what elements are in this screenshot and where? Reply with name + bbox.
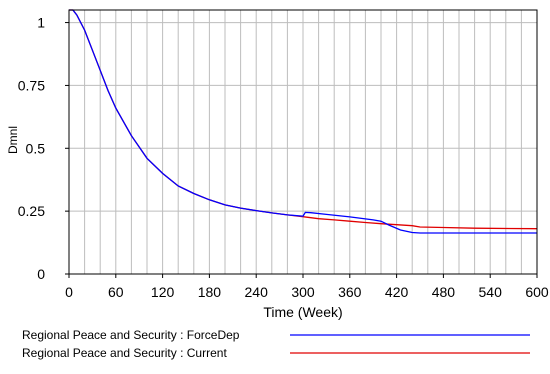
series-line	[69, 9, 537, 234]
legend: Regional Peace and Security : ForceDep Re…	[22, 328, 530, 360]
y-tick-label: 0.25	[18, 203, 45, 219]
legend-label: Regional Peace and Security : ForceDep	[22, 328, 240, 342]
x-tick-label: 540	[479, 284, 503, 300]
x-tick-label: 120	[151, 284, 175, 300]
legend-label: Regional Peace and Security : Current	[22, 346, 227, 360]
x-tick-label: 480	[432, 284, 456, 300]
axes	[65, 9, 538, 278]
x-tick-label: 360	[338, 284, 362, 300]
x-tick-label: 180	[198, 284, 222, 300]
x-tick-label: 0	[65, 284, 73, 300]
series-lines	[69, 9, 538, 234]
y-tick-label: 0.75	[18, 77, 45, 93]
y-tick-label: 0	[37, 266, 45, 282]
y-tick-labels: 0 0.25 0.5 0.75 1	[18, 15, 45, 282]
x-tick-label: 600	[525, 284, 549, 300]
y-tick-label: 1	[37, 15, 45, 31]
x-tick-labels: 0 60 120 180 240 300 360 420 480 540 600	[65, 284, 549, 300]
x-tick-label: 60	[108, 284, 124, 300]
grid	[69, 10, 537, 274]
x-tick-label: 300	[291, 284, 315, 300]
y-axis-label: Dmnl	[6, 126, 20, 154]
y-tick-label: 0.5	[26, 140, 46, 156]
x-tick-label: 240	[245, 284, 269, 300]
x-axis-label: Time (Week)	[263, 304, 342, 320]
x-tick-label: 420	[385, 284, 409, 300]
